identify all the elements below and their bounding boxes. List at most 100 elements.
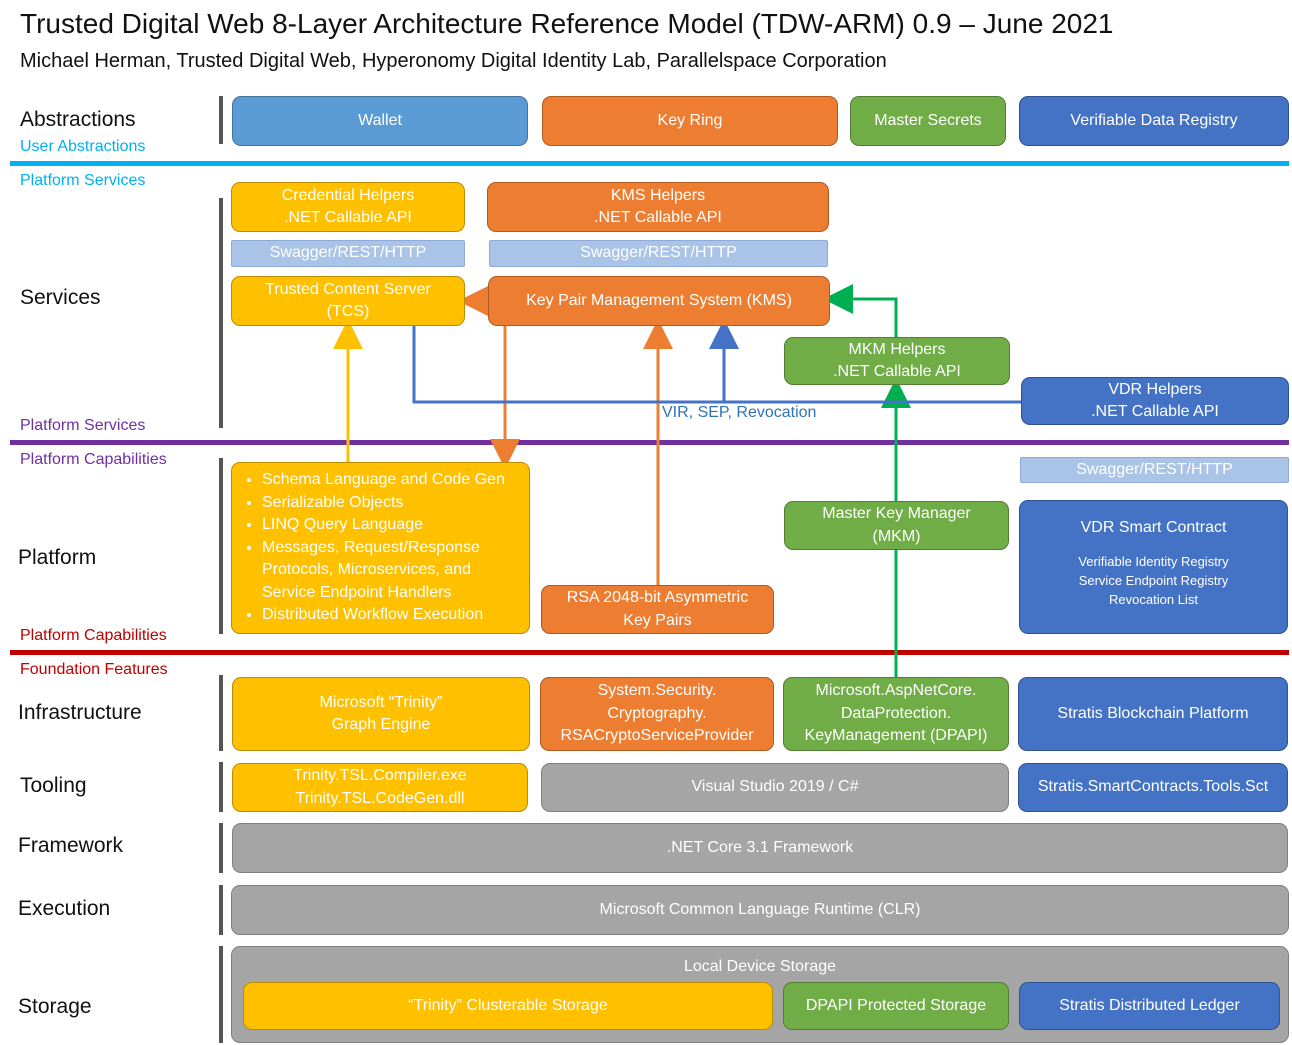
platform-bullet: Schema Language and Code Gen: [262, 469, 521, 492]
diagram-subtitle: Michael Herman, Trusted Digital Web, Hyp…: [20, 50, 887, 72]
section-platform-services-top: Platform Services: [20, 172, 146, 189]
crypto-line-1: System.Security.: [597, 682, 717, 700]
visual-studio-label: Visual Studio 2019 / C#: [691, 778, 859, 796]
master-secrets-label: Master Secrets: [874, 111, 982, 129]
trinity-tsl-box: Trinity.TSL.Compiler.exe Trinity.TSL.Cod…: [232, 763, 528, 812]
kms-box: Key Pair Management System (KMS): [488, 276, 830, 326]
credential-helpers-title: Credential Helpers: [281, 186, 415, 204]
vdr-helpers-title: VDR Helpers: [1108, 380, 1202, 398]
tcs-box: Trusted Content Server (TCS): [231, 276, 465, 326]
tsl-compiler-label: Trinity.TSL.Compiler.exe: [293, 767, 467, 785]
vdr-label: Verifiable Data Registry: [1070, 111, 1238, 129]
mkm-helpers-box: MKM Helpers .NET Callable API: [784, 337, 1010, 385]
dpapi-line-3: KeyManagement (DPAPI): [804, 727, 988, 745]
swagger-box-vdr: Swagger/REST/HTTP: [1020, 457, 1289, 483]
swagger-label-vdr: Swagger/REST/HTTP: [1076, 460, 1233, 478]
layer-bar-framework: [219, 823, 223, 873]
layer-label-framework: Framework: [18, 834, 124, 857]
swagger-box-kms: Swagger/REST/HTTP: [489, 240, 828, 267]
separator-platform: [10, 650, 1289, 655]
platform-bullet: Serializable Objects: [262, 492, 521, 515]
layer-label-abstractions: Abstractions: [20, 108, 136, 131]
layer-label-execution: Execution: [18, 897, 111, 920]
platform-bullet: Distributed Workflow Execution: [262, 604, 521, 627]
section-foundation-features: Foundation Features: [20, 661, 168, 678]
netcore-label: .NET Core 3.1 Framework: [666, 838, 854, 856]
vdr-smart-contract-box: VDR Smart Contract Verifiable Identity R…: [1019, 500, 1288, 634]
dpapi-line-2: DataProtection.: [840, 704, 952, 722]
wallet-box: Wallet: [232, 96, 528, 146]
layer-bar-storage: [219, 946, 223, 1043]
mkm-subtitle: (MKM): [872, 527, 921, 545]
master-secrets-box: Master Secrets: [850, 96, 1006, 146]
crypto-provider-box: System.Security. Cryptography. RSACrypto…: [540, 677, 774, 751]
dpapi-storage-label: DPAPI Protected Storage: [805, 996, 987, 1014]
rsa-title: RSA 2048-bit Asymmetric: [566, 589, 749, 607]
swagger-label-credential: Swagger/REST/HTTP: [269, 244, 427, 262]
layer-bar-execution: [219, 885, 223, 935]
trinity-storage-box: “Trinity” Clusterable Storage: [243, 982, 773, 1030]
kms-label: Key Pair Management System (KMS): [526, 291, 792, 309]
section-user-abstractions: User Abstractions: [20, 138, 146, 155]
vdr-smart-contract-title: VDR Smart Contract: [1080, 519, 1227, 536]
clr-box: Microsoft Common Language Runtime (CLR): [231, 885, 1289, 935]
mkm-helpers-subtitle: .NET Callable API: [833, 363, 961, 380]
mkm-title: Master Key Manager: [822, 505, 971, 523]
stratis-platform-label: Stratis Blockchain Platform: [1057, 704, 1249, 722]
layer-bar-infrastructure: [219, 675, 223, 751]
separator-abstractions: [10, 161, 1289, 166]
platform-bullet: Messages, Request/Response Protocols, Mi…: [262, 537, 521, 605]
vdr-helpers-subtitle: .NET Callable API: [1091, 403, 1219, 420]
stratis-ledger-box: Stratis Distributed Ledger: [1019, 982, 1280, 1030]
mkm-helpers-title: MKM Helpers: [848, 340, 946, 358]
vdr-item-service-endpoint-registry: Service Endpoint Registry: [1078, 573, 1229, 589]
diagram-title: Trusted Digital Web 8-Layer Architecture…: [20, 8, 1114, 39]
section-platform-capabilities-bottom: Platform Capabilities: [20, 627, 167, 644]
visual-studio-box: Visual Studio 2019 / C#: [541, 763, 1009, 812]
arrow-label-vir-sep: VIR, SEP, Revocation: [662, 404, 817, 421]
kms-helpers-box: KMS Helpers .NET Callable API: [487, 182, 829, 232]
vdr-item-revocation-list: Revocation List: [1109, 592, 1198, 608]
rsa-keypairs-box: RSA 2048-bit Asymmetric Key Pairs: [541, 585, 774, 634]
layer-bar-tooling: [219, 762, 223, 812]
trinity-graph-engine-box: Microsoft “Trinity” Graph Engine: [232, 677, 530, 751]
trinity-title: Microsoft “Trinity”: [319, 693, 443, 711]
tcs-title: Trusted Content Server: [265, 280, 431, 298]
crypto-line-2: Cryptography.: [607, 704, 707, 722]
kms-helpers-title: KMS Helpers: [610, 186, 706, 204]
credential-helpers-box: Credential Helpers .NET Callable API: [231, 182, 465, 232]
vdr-item-identity-registry: Verifiable Identity Registry: [1078, 554, 1229, 570]
platform-bullet: LINQ Query Language: [262, 514, 521, 537]
platform-capabilities-box: Schema Language and Code Gen Serializabl…: [231, 462, 530, 634]
crypto-line-3: RSACryptoServiceProvider: [560, 727, 754, 745]
dpapi-box: Microsoft.AspNetCore. DataProtection. Ke…: [783, 677, 1009, 751]
swagger-label-kms: Swagger/REST/HTTP: [580, 244, 737, 262]
credential-helpers-subtitle: .NET Callable API: [284, 209, 412, 226]
tsl-codegen-label: Trinity.TSL.CodeGen.dll: [295, 789, 465, 807]
wallet-label: Wallet: [358, 111, 402, 129]
layer-bar-abstractions: [219, 96, 223, 144]
key-ring-label: Key Ring: [657, 111, 723, 129]
clr-label: Microsoft Common Language Runtime (CLR): [599, 900, 921, 918]
layer-label-storage: Storage: [18, 995, 92, 1018]
dpapi-line-1: Microsoft.AspNetCore.: [815, 682, 977, 700]
layer-label-tooling: Tooling: [20, 774, 87, 797]
trinity-storage-label: “Trinity” Clusterable Storage: [408, 996, 608, 1014]
line-tcs-to-vdr-helpers: [412, 326, 1021, 404]
rsa-subtitle: Key Pairs: [623, 611, 692, 629]
trinity-subtitle: Graph Engine: [331, 716, 431, 733]
layer-label-infrastructure: Infrastructure: [18, 701, 142, 724]
vdr-box: Verifiable Data Registry: [1019, 96, 1289, 146]
layer-label-platform: Platform: [18, 546, 97, 569]
key-ring-box: Key Ring: [542, 96, 838, 146]
section-platform-capabilities-top: Platform Capabilities: [20, 451, 167, 468]
netcore-box: .NET Core 3.1 Framework: [232, 823, 1288, 873]
dpapi-storage-box: DPAPI Protected Storage: [783, 982, 1009, 1030]
section-platform-services-bottom: Platform Services: [20, 417, 146, 434]
layer-bar-platform: [219, 458, 223, 634]
swagger-box-credential: Swagger/REST/HTTP: [231, 240, 465, 267]
layer-label-services: Services: [20, 286, 101, 309]
kms-helpers-subtitle: .NET Callable API: [594, 209, 722, 226]
stratis-ledger-label: Stratis Distributed Ledger: [1059, 996, 1240, 1014]
tcs-subtitle: (TCS): [326, 303, 370, 320]
